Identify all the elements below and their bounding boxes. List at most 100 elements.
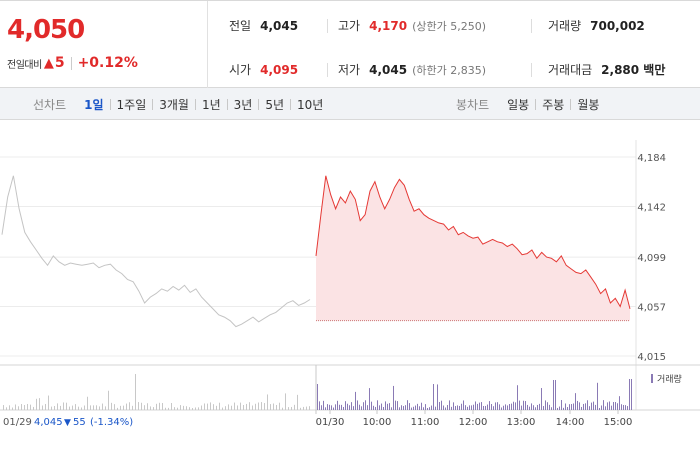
- volume-bar: [51, 406, 52, 410]
- volume-bar: [138, 402, 139, 410]
- volume-bar: [437, 384, 438, 410]
- tab-daily[interactable]: 일봉: [507, 97, 530, 112]
- volume-bar: [491, 404, 492, 410]
- divider: [70, 56, 72, 70]
- volume-bar: [393, 385, 394, 410]
- volume-legend-label: 거래량: [657, 373, 682, 385]
- volume-bar: [54, 406, 55, 410]
- x-tick-label: 13:00: [507, 417, 536, 428]
- y-tick-label: 4,099: [637, 253, 666, 264]
- volume-bar: [129, 402, 130, 410]
- volume-bar: [423, 407, 424, 410]
- tab-1d[interactable]: 1일: [84, 97, 104, 112]
- volume-bar: [571, 404, 572, 410]
- tab-1y[interactable]: 1년: [201, 97, 221, 112]
- stat-trade-amount: 거래대금 2,880 백만: [548, 61, 665, 78]
- prev-day-line: [1, 175, 311, 328]
- tab-3m[interactable]: 3개월: [159, 97, 189, 112]
- volume-bar: [57, 403, 58, 410]
- volume-bar: [21, 404, 22, 410]
- volume-bar: [246, 403, 247, 410]
- volume-bar: [421, 402, 422, 410]
- volume-bar: [455, 406, 456, 410]
- price-summary: 4,050 전일대비 ▲ 5 +0.12%: [0, 1, 208, 88]
- volume-bar: [395, 400, 396, 410]
- volume-bar: [93, 405, 94, 410]
- tab-3y[interactable]: 3년: [233, 97, 253, 112]
- volume-bar: [15, 404, 16, 410]
- volume-bar: [357, 400, 358, 410]
- volume-bar: [177, 407, 178, 410]
- volume-bar: [379, 405, 380, 410]
- volume-bar: [198, 407, 199, 410]
- volume-bar: [105, 406, 106, 410]
- volume-bar: [24, 405, 25, 410]
- volume-bar: [261, 402, 262, 410]
- stat-label: 전일: [229, 19, 252, 33]
- volume-bar: [204, 403, 205, 410]
- divider: [327, 63, 328, 77]
- volume-bar: [9, 405, 10, 410]
- volume-bar: [391, 407, 392, 410]
- volume-bar: [222, 407, 223, 410]
- volume-bar: [397, 401, 398, 410]
- volume-bar: [355, 391, 356, 410]
- divider: [194, 98, 196, 110]
- volume-bar: [147, 403, 148, 410]
- volume-bar: [335, 404, 336, 410]
- volume-bar: [553, 380, 554, 410]
- volume-bar: [273, 403, 274, 410]
- volume-bar: [621, 404, 622, 410]
- volume-bar: [81, 407, 82, 410]
- volume-bar: [319, 401, 320, 410]
- volume-bar: [78, 406, 79, 410]
- volume-bar: [629, 379, 630, 410]
- volume-bar: [120, 405, 121, 410]
- today-area: [316, 175, 630, 321]
- x-tick-label: 01/30: [316, 417, 345, 428]
- tab-1w[interactable]: 1주일: [116, 97, 147, 112]
- volume-bar: [533, 405, 534, 410]
- volume-bar: [445, 407, 446, 410]
- volume-bar: [42, 405, 43, 410]
- tab-weekly[interactable]: 주봉: [542, 97, 565, 112]
- volume-bar: [258, 402, 259, 410]
- volume-bar: [475, 401, 476, 410]
- tab-monthly[interactable]: 월봉: [577, 97, 600, 112]
- price-chart: 4,184 4,142 4,099 4,057 4,015 거래량 01/29 4,045 ▼ 5…: [0, 140, 700, 428]
- volume-bar: [465, 405, 466, 410]
- tab-5y[interactable]: 5년: [265, 97, 285, 112]
- volume-bar: [501, 407, 502, 410]
- volume-bar: [141, 402, 142, 410]
- tab-10y[interactable]: 10년: [297, 97, 324, 112]
- volume-bar: [306, 406, 307, 410]
- volume-bar: [114, 404, 115, 410]
- volume-bar: [363, 402, 364, 410]
- volume-bar: [463, 400, 464, 410]
- volume-bar: [507, 405, 508, 410]
- x-tick-label: 12:00: [459, 417, 488, 428]
- volume-bar: [228, 404, 229, 410]
- volume-bar: [627, 406, 628, 410]
- prev-day-date: 01/29: [3, 417, 32, 428]
- volume-bar: [535, 407, 536, 410]
- volume-bar: [159, 402, 160, 410]
- stat-low: 저가 4,045 (하한가 2,835): [338, 61, 486, 78]
- volume-bar: [102, 403, 103, 410]
- volume-bar: [381, 403, 382, 410]
- x-tick-label: 10:00: [363, 417, 392, 428]
- volume-bar: [174, 407, 175, 410]
- volume-bar: [66, 402, 67, 410]
- volume-bar: [489, 401, 490, 410]
- volume-bar: [605, 406, 606, 410]
- volume-bar: [597, 382, 598, 410]
- volume-bar: [407, 400, 408, 410]
- volume-bar: [321, 405, 322, 410]
- volume-bar: [457, 405, 458, 410]
- volume-bar: [219, 402, 220, 410]
- volume-bar: [579, 402, 580, 410]
- candle-chart-title: 봉차트: [456, 97, 490, 112]
- volume-bar: [555, 380, 556, 410]
- change-percent: +0.12%: [77, 55, 138, 71]
- volume-bar: [243, 405, 244, 410]
